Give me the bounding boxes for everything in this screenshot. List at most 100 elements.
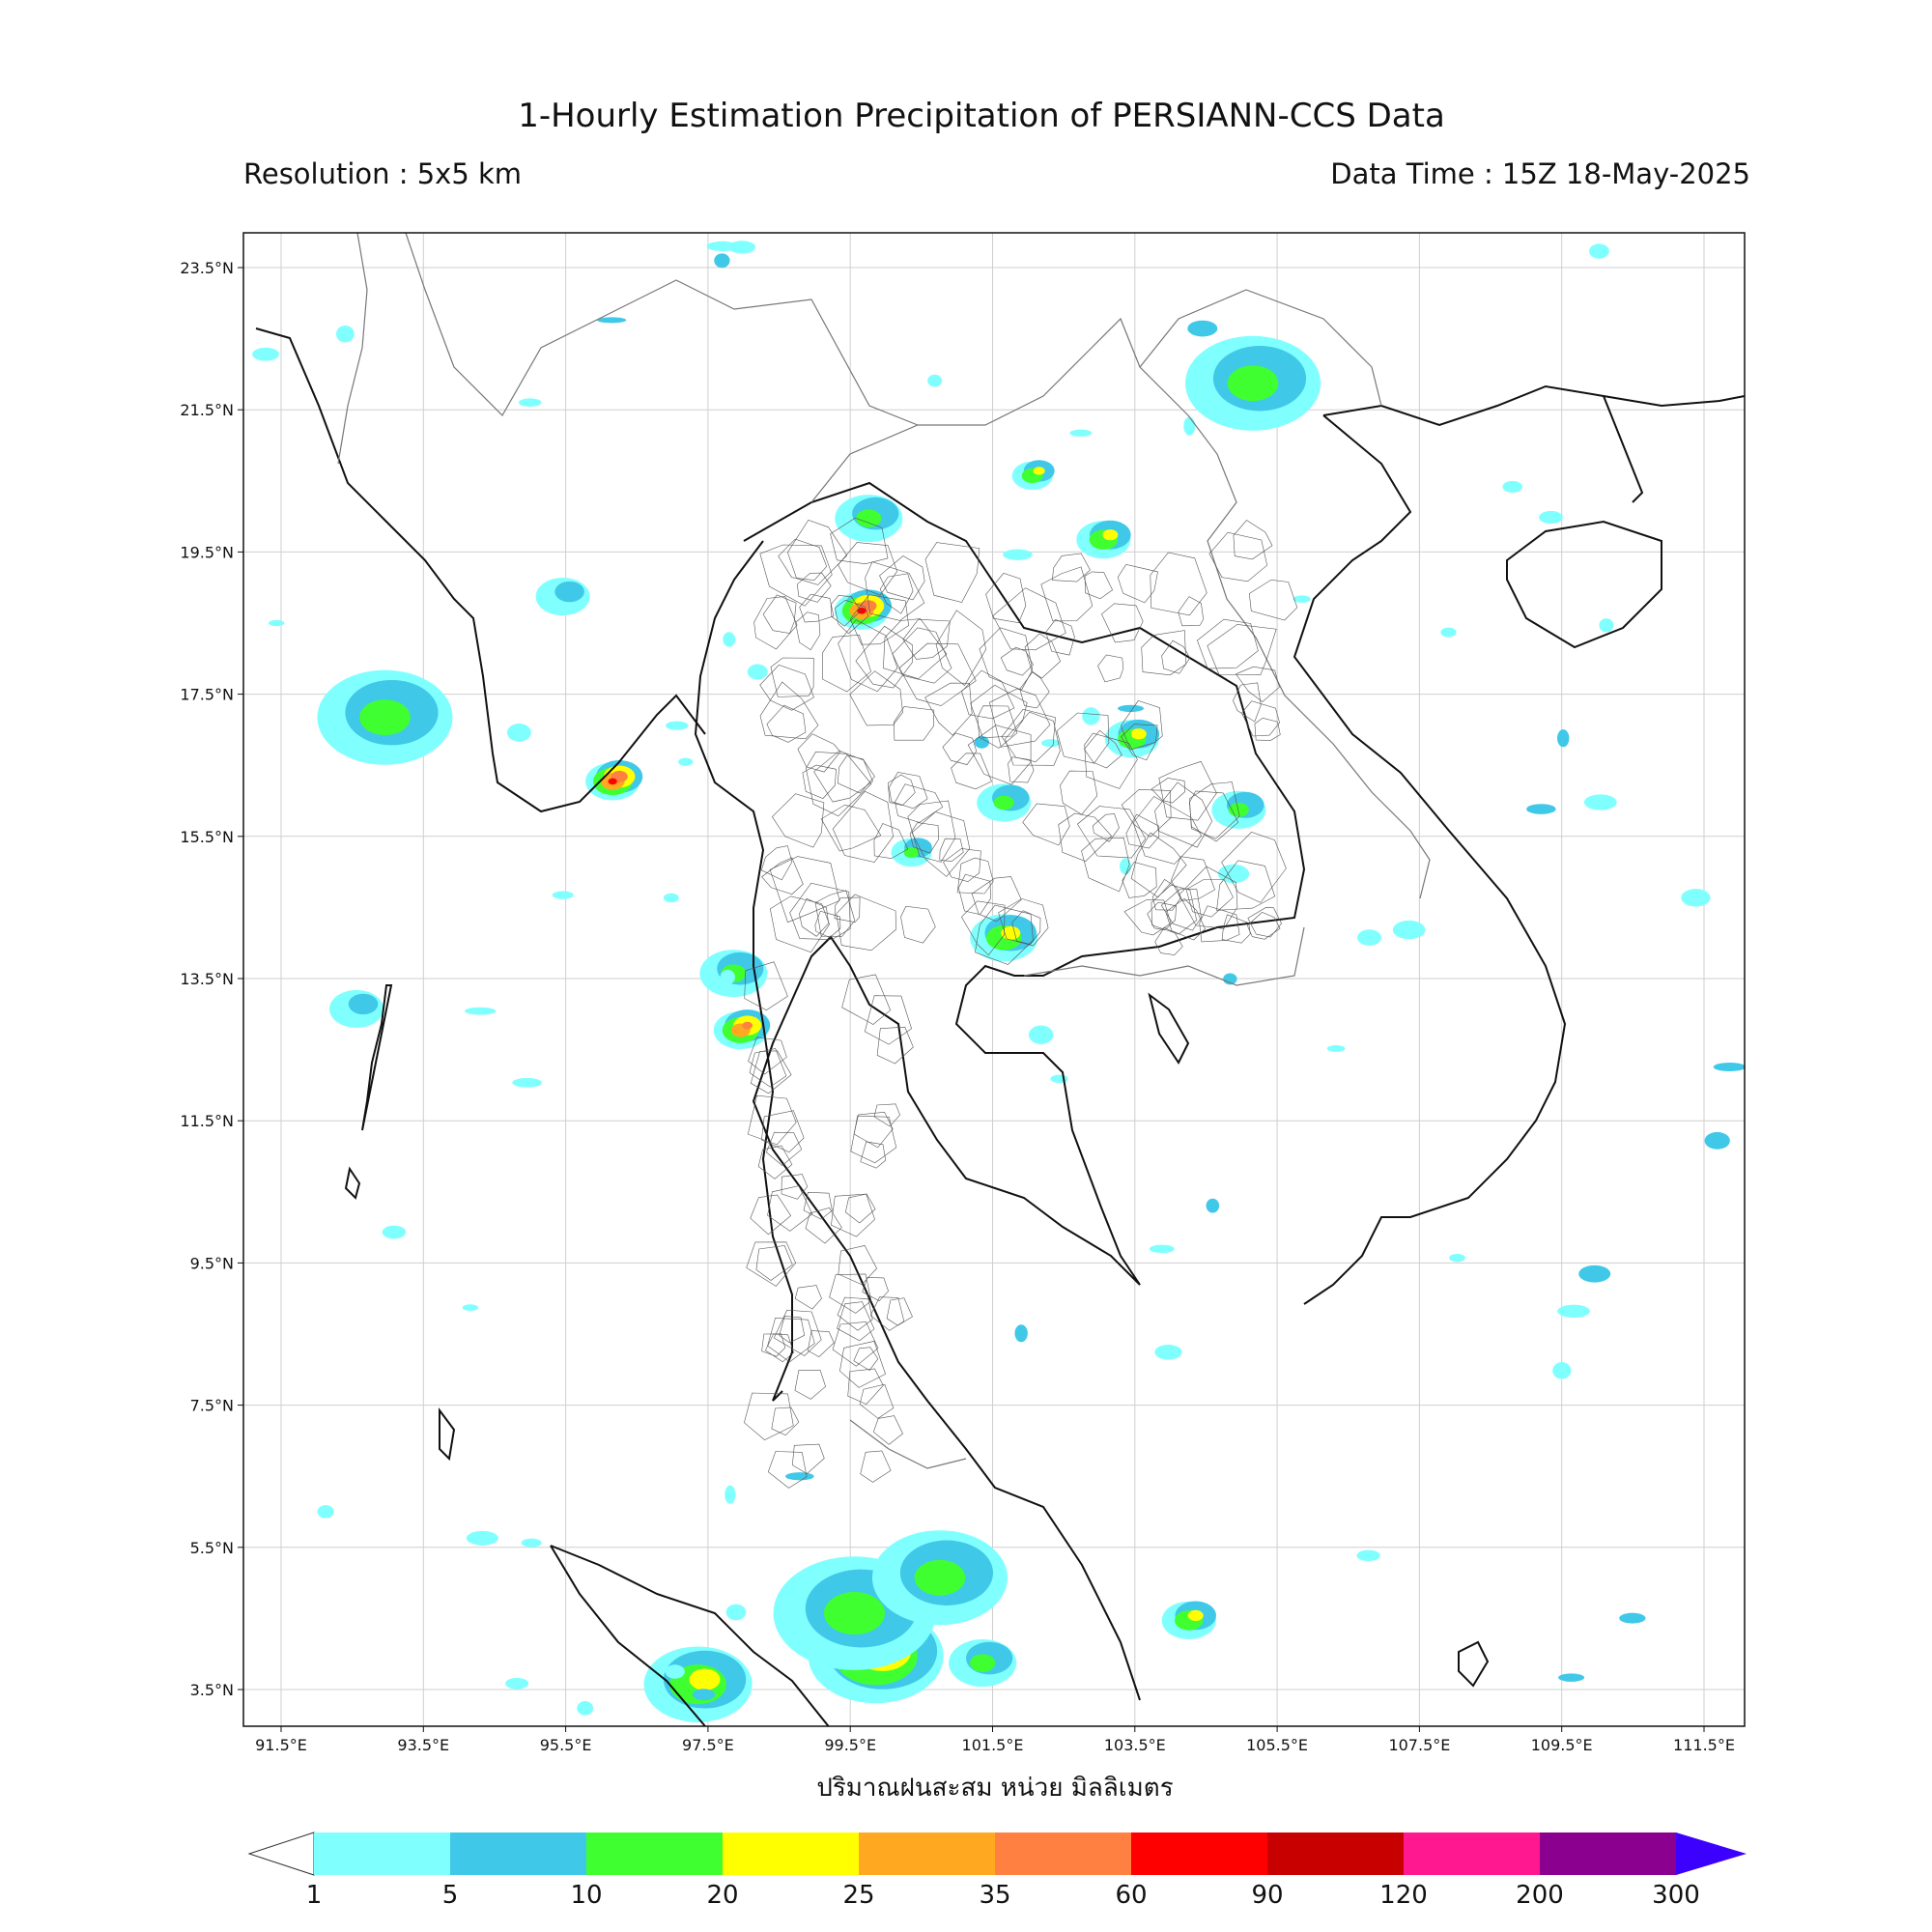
rain-cell	[678, 757, 694, 766]
rain-cell	[1149, 1244, 1175, 1254]
province-boundary	[1117, 563, 1158, 604]
province-boundary	[767, 1451, 808, 1489]
rain-area	[608, 778, 617, 785]
province-boundary	[755, 1245, 793, 1281]
province-boundary	[909, 822, 939, 854]
province-boundary	[1008, 756, 1035, 783]
province-boundary	[836, 894, 896, 952]
province-boundary	[831, 1193, 875, 1237]
lat-label: 7.5°N	[190, 1397, 234, 1415]
province-boundary	[879, 573, 914, 614]
rain-cell	[1050, 1074, 1068, 1084]
rain-cell	[465, 1007, 497, 1015]
border-china-vietnam	[1139, 289, 1382, 407]
lat-label: 5.5°N	[190, 1539, 234, 1557]
province-boundary	[1247, 907, 1282, 938]
rain-area	[914, 1559, 966, 1596]
lat-label: 9.5°N	[190, 1254, 234, 1272]
province-boundary	[794, 1285, 822, 1310]
province-boundary	[1093, 813, 1120, 842]
province-boundary	[830, 517, 889, 565]
province-boundary	[1147, 901, 1177, 931]
data-time-label: Data Time : 15Z 18-May-2025	[1330, 157, 1750, 190]
rain-cell	[706, 241, 739, 251]
province-boundary	[803, 1191, 833, 1220]
province-boundary	[1151, 878, 1181, 911]
rain-cell	[1356, 1549, 1380, 1561]
province-boundary	[834, 896, 861, 923]
rain-cell	[1326, 1044, 1346, 1053]
province-boundary	[859, 1383, 895, 1419]
province-boundary	[1189, 781, 1240, 839]
rain-cell	[252, 347, 280, 361]
province-boundary	[1052, 553, 1091, 582]
province-boundary	[1084, 732, 1138, 789]
province-boundary	[1178, 596, 1205, 627]
rain-cell	[1183, 416, 1196, 436]
lon-label: 93.5°E	[397, 1736, 449, 1754]
rain-cell	[1588, 243, 1609, 259]
rain-area	[742, 1021, 753, 1030]
province-boundary	[886, 1297, 913, 1326]
province-boundary	[765, 1333, 794, 1363]
province-boundary	[744, 1392, 794, 1440]
province-boundary	[1235, 666, 1280, 702]
rain-area	[856, 509, 882, 527]
province-boundary	[839, 1341, 886, 1388]
rain-cell	[1578, 1264, 1611, 1283]
province-boundary	[951, 753, 992, 790]
province-boundary	[1221, 832, 1287, 903]
province-boundary	[1022, 803, 1070, 846]
province-boundary	[838, 619, 898, 693]
province-boundary	[769, 856, 840, 923]
province-boundary	[873, 1103, 900, 1127]
map-frame	[242, 232, 1746, 1727]
lat-label: 3.5°N	[190, 1681, 234, 1699]
province-boundary	[860, 1450, 892, 1483]
province-boundary	[759, 681, 819, 740]
lon-label: 103.5°E	[1104, 1736, 1166, 1754]
rain-cell	[335, 325, 355, 343]
rain-cell	[597, 317, 627, 324]
province-boundary	[992, 587, 1066, 651]
province-boundary	[853, 1347, 879, 1371]
province-boundary	[1248, 579, 1298, 621]
lon-label: 91.5°E	[255, 1736, 307, 1754]
rain-cell	[720, 969, 735, 985]
rain-cell	[1392, 920, 1426, 940]
province-boundary	[767, 1185, 813, 1232]
rain-area	[1033, 467, 1045, 475]
rain-cell	[725, 1604, 747, 1621]
rain-cell	[723, 632, 736, 647]
coastline-china-south	[1322, 384, 1745, 427]
rain-layer	[252, 241, 1745, 1722]
province-boundary	[883, 618, 948, 680]
coastline-sumatra	[550, 1545, 830, 1726]
rain-cell	[1028, 1025, 1054, 1045]
rain-cell	[1713, 1063, 1745, 1072]
province-boundary	[869, 1296, 905, 1331]
province-boundary	[1171, 856, 1215, 901]
province-boundary	[781, 1174, 809, 1200]
province-boundary	[1084, 729, 1122, 769]
lon-label: 97.5°E	[682, 1736, 734, 1754]
border-myanmar-india	[337, 233, 368, 465]
rain-cell	[1069, 429, 1093, 437]
rain-cell	[1557, 729, 1570, 748]
rain-area	[1001, 925, 1021, 940]
province-boundary	[872, 1415, 903, 1445]
province-boundary	[838, 542, 898, 596]
rain-cell	[269, 619, 285, 627]
province-boundary	[750, 1050, 792, 1094]
province-boundary	[942, 732, 978, 765]
province-boundary	[832, 790, 894, 863]
province-boundary	[1197, 618, 1259, 669]
province-boundary	[1151, 884, 1198, 935]
province-boundary	[1158, 760, 1217, 821]
rain-area	[993, 795, 1014, 810]
coastline-borneo-tip	[1458, 1640, 1490, 1688]
province-boundary	[956, 857, 994, 895]
lat-label: 15.5°N	[180, 828, 234, 846]
province-boundary	[1019, 671, 1050, 709]
